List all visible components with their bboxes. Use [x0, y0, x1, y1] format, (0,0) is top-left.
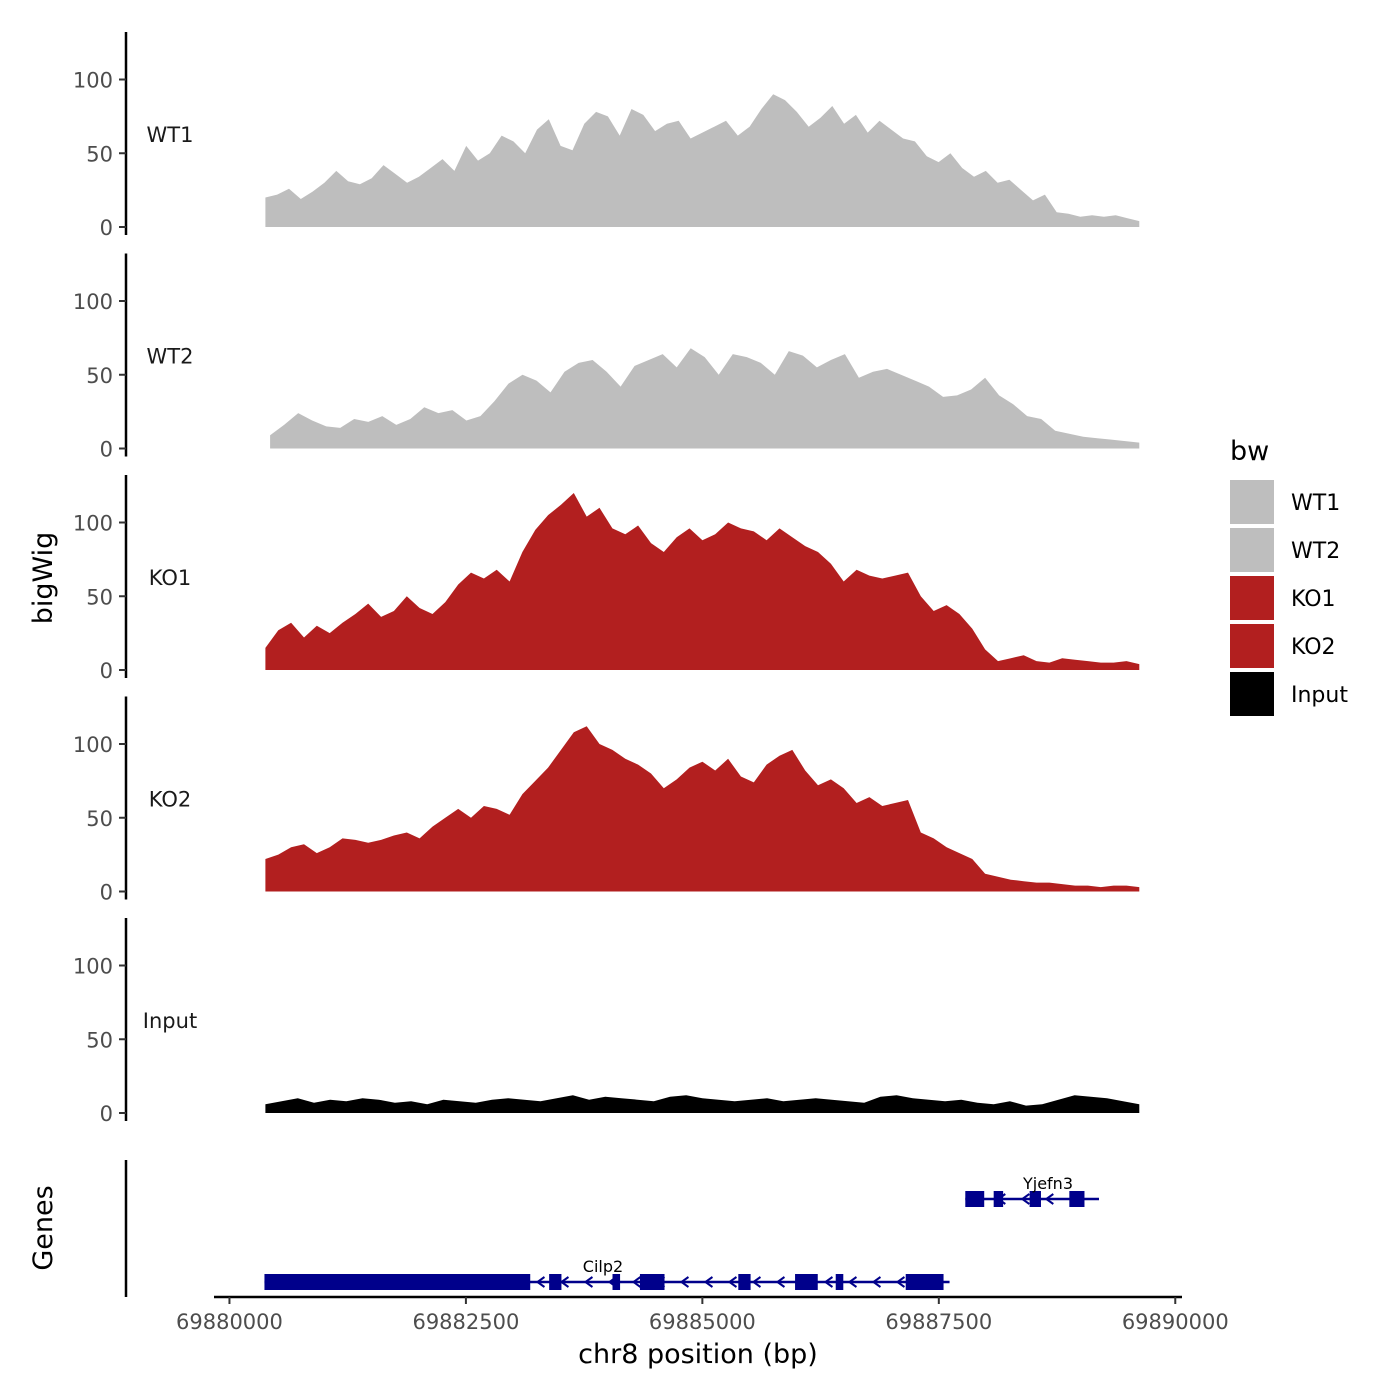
area-wt2 — [270, 348, 1140, 449]
exon — [738, 1274, 751, 1290]
exon — [1069, 1191, 1085, 1207]
x-tick-label: 69887500 — [885, 1310, 992, 1334]
legend-label: KO1 — [1291, 587, 1336, 612]
track-label: KO2 — [149, 788, 192, 812]
strand-arrow — [775, 1276, 786, 1288]
track-label: WT2 — [147, 345, 194, 369]
exon — [264, 1274, 531, 1290]
strand-arrow — [751, 1276, 762, 1288]
track-label: Input — [143, 1009, 197, 1033]
y-tick-label: 0 — [100, 216, 113, 240]
y-tick-label: 0 — [100, 1102, 113, 1126]
track-wt1: 0 50 100 WT1 — [73, 32, 1140, 240]
track-wt2: 0 50 100 WT2 — [73, 253, 1140, 462]
exon — [549, 1274, 562, 1290]
y-tick-label: 0 — [100, 881, 113, 905]
strand-arrow — [703, 1276, 714, 1288]
legend-swatch — [1230, 672, 1274, 716]
legend-swatch — [1230, 624, 1274, 668]
strand-arrow — [631, 1276, 642, 1288]
track-input: 0 50 100 Input — [73, 918, 1140, 1126]
exon — [612, 1274, 621, 1290]
strand-arrow — [1020, 1193, 1030, 1205]
y-tick-label: 100 — [73, 69, 113, 93]
legend-item-wt2: WT2 — [1230, 528, 1340, 572]
y-tick-label: 50 — [86, 807, 113, 831]
area-ko1 — [265, 493, 1140, 670]
legend: bw WT1 WT2 KO1 KO2 Input — [1230, 436, 1348, 716]
strand-arrow — [1044, 1193, 1054, 1205]
track-label: WT1 — [147, 123, 194, 147]
x-tick-label: 69880000 — [176, 1310, 283, 1334]
y-tick-label: 0 — [100, 438, 113, 462]
track-label: KO1 — [149, 566, 192, 590]
area-wt1 — [265, 94, 1140, 227]
y-tick-label: 0 — [100, 659, 113, 683]
legend-label: KO2 — [1291, 635, 1336, 660]
exon — [993, 1191, 1004, 1207]
x-tick-label: 69882500 — [412, 1310, 519, 1334]
strand-arrow — [679, 1276, 690, 1288]
legend-label: WT1 — [1291, 491, 1340, 516]
exon — [1029, 1191, 1041, 1207]
strand-arrow — [847, 1276, 858, 1288]
exon — [905, 1274, 944, 1290]
legend-item-ko2: KO2 — [1230, 624, 1336, 668]
area-input — [265, 1095, 1140, 1113]
exon — [835, 1274, 844, 1290]
y-tick-label: 50 — [86, 1028, 113, 1052]
gene-label: Cilp2 — [583, 1257, 623, 1276]
legend-swatch — [1230, 480, 1274, 524]
strand-arrow — [895, 1276, 906, 1288]
gene-cilp2: Cilp2 — [264, 1257, 950, 1290]
legend-item-wt1: WT1 — [1230, 480, 1340, 524]
y-tick-label: 50 — [86, 142, 113, 166]
legend-title: bw — [1230, 436, 1269, 467]
exon — [965, 1191, 985, 1207]
track-panels: 0 50 100 WT1 0 50 100 WT2 0 50 100 KO1 0 50 100 KO2 0 50 1… — [73, 32, 1140, 1126]
strand-arrow — [535, 1276, 546, 1288]
gene-label: Yjefn3 — [1022, 1174, 1073, 1193]
area-ko2 — [265, 726, 1140, 892]
genes-panel: Yjefn3 Cilp2 — [124, 1160, 1099, 1297]
strand-arrow — [583, 1276, 594, 1288]
y-tick-label: 50 — [86, 585, 113, 609]
legend-label: Input — [1291, 683, 1348, 708]
strand-arrow — [727, 1276, 738, 1288]
y-tick-label: 100 — [73, 955, 113, 979]
x-axis: 69880000 69882500 69885000 69887500 69890000 — [176, 1295, 1229, 1334]
strand-arrow — [823, 1276, 834, 1288]
x-tick-label: 69885000 — [649, 1310, 756, 1334]
y-tick-label: 100 — [73, 290, 113, 314]
legend-item-ko1: KO1 — [1230, 576, 1336, 620]
x-axis-title: chr8 position (bp) — [578, 1339, 818, 1370]
track-ko1: 0 50 100 KO1 — [73, 475, 1140, 683]
track-ko2: 0 50 100 KO2 — [73, 696, 1140, 905]
x-tick-label: 69890000 — [1122, 1310, 1229, 1334]
legend-label: WT2 — [1291, 539, 1340, 564]
y-tick-label: 100 — [73, 733, 113, 757]
exon — [795, 1274, 818, 1290]
y-axis-title: bigWig — [28, 532, 59, 625]
strand-arrow — [559, 1276, 570, 1288]
legend-swatch — [1230, 576, 1274, 620]
y-tick-label: 100 — [73, 512, 113, 536]
strand-arrow — [871, 1276, 882, 1288]
exon — [639, 1274, 665, 1290]
y-tick-label: 50 — [86, 364, 113, 388]
genes-axis-title: Genes — [28, 1185, 59, 1270]
gene-yjefn3: Yjefn3 — [965, 1174, 1099, 1207]
legend-swatch — [1230, 528, 1274, 572]
legend-item-input: Input — [1230, 672, 1348, 716]
